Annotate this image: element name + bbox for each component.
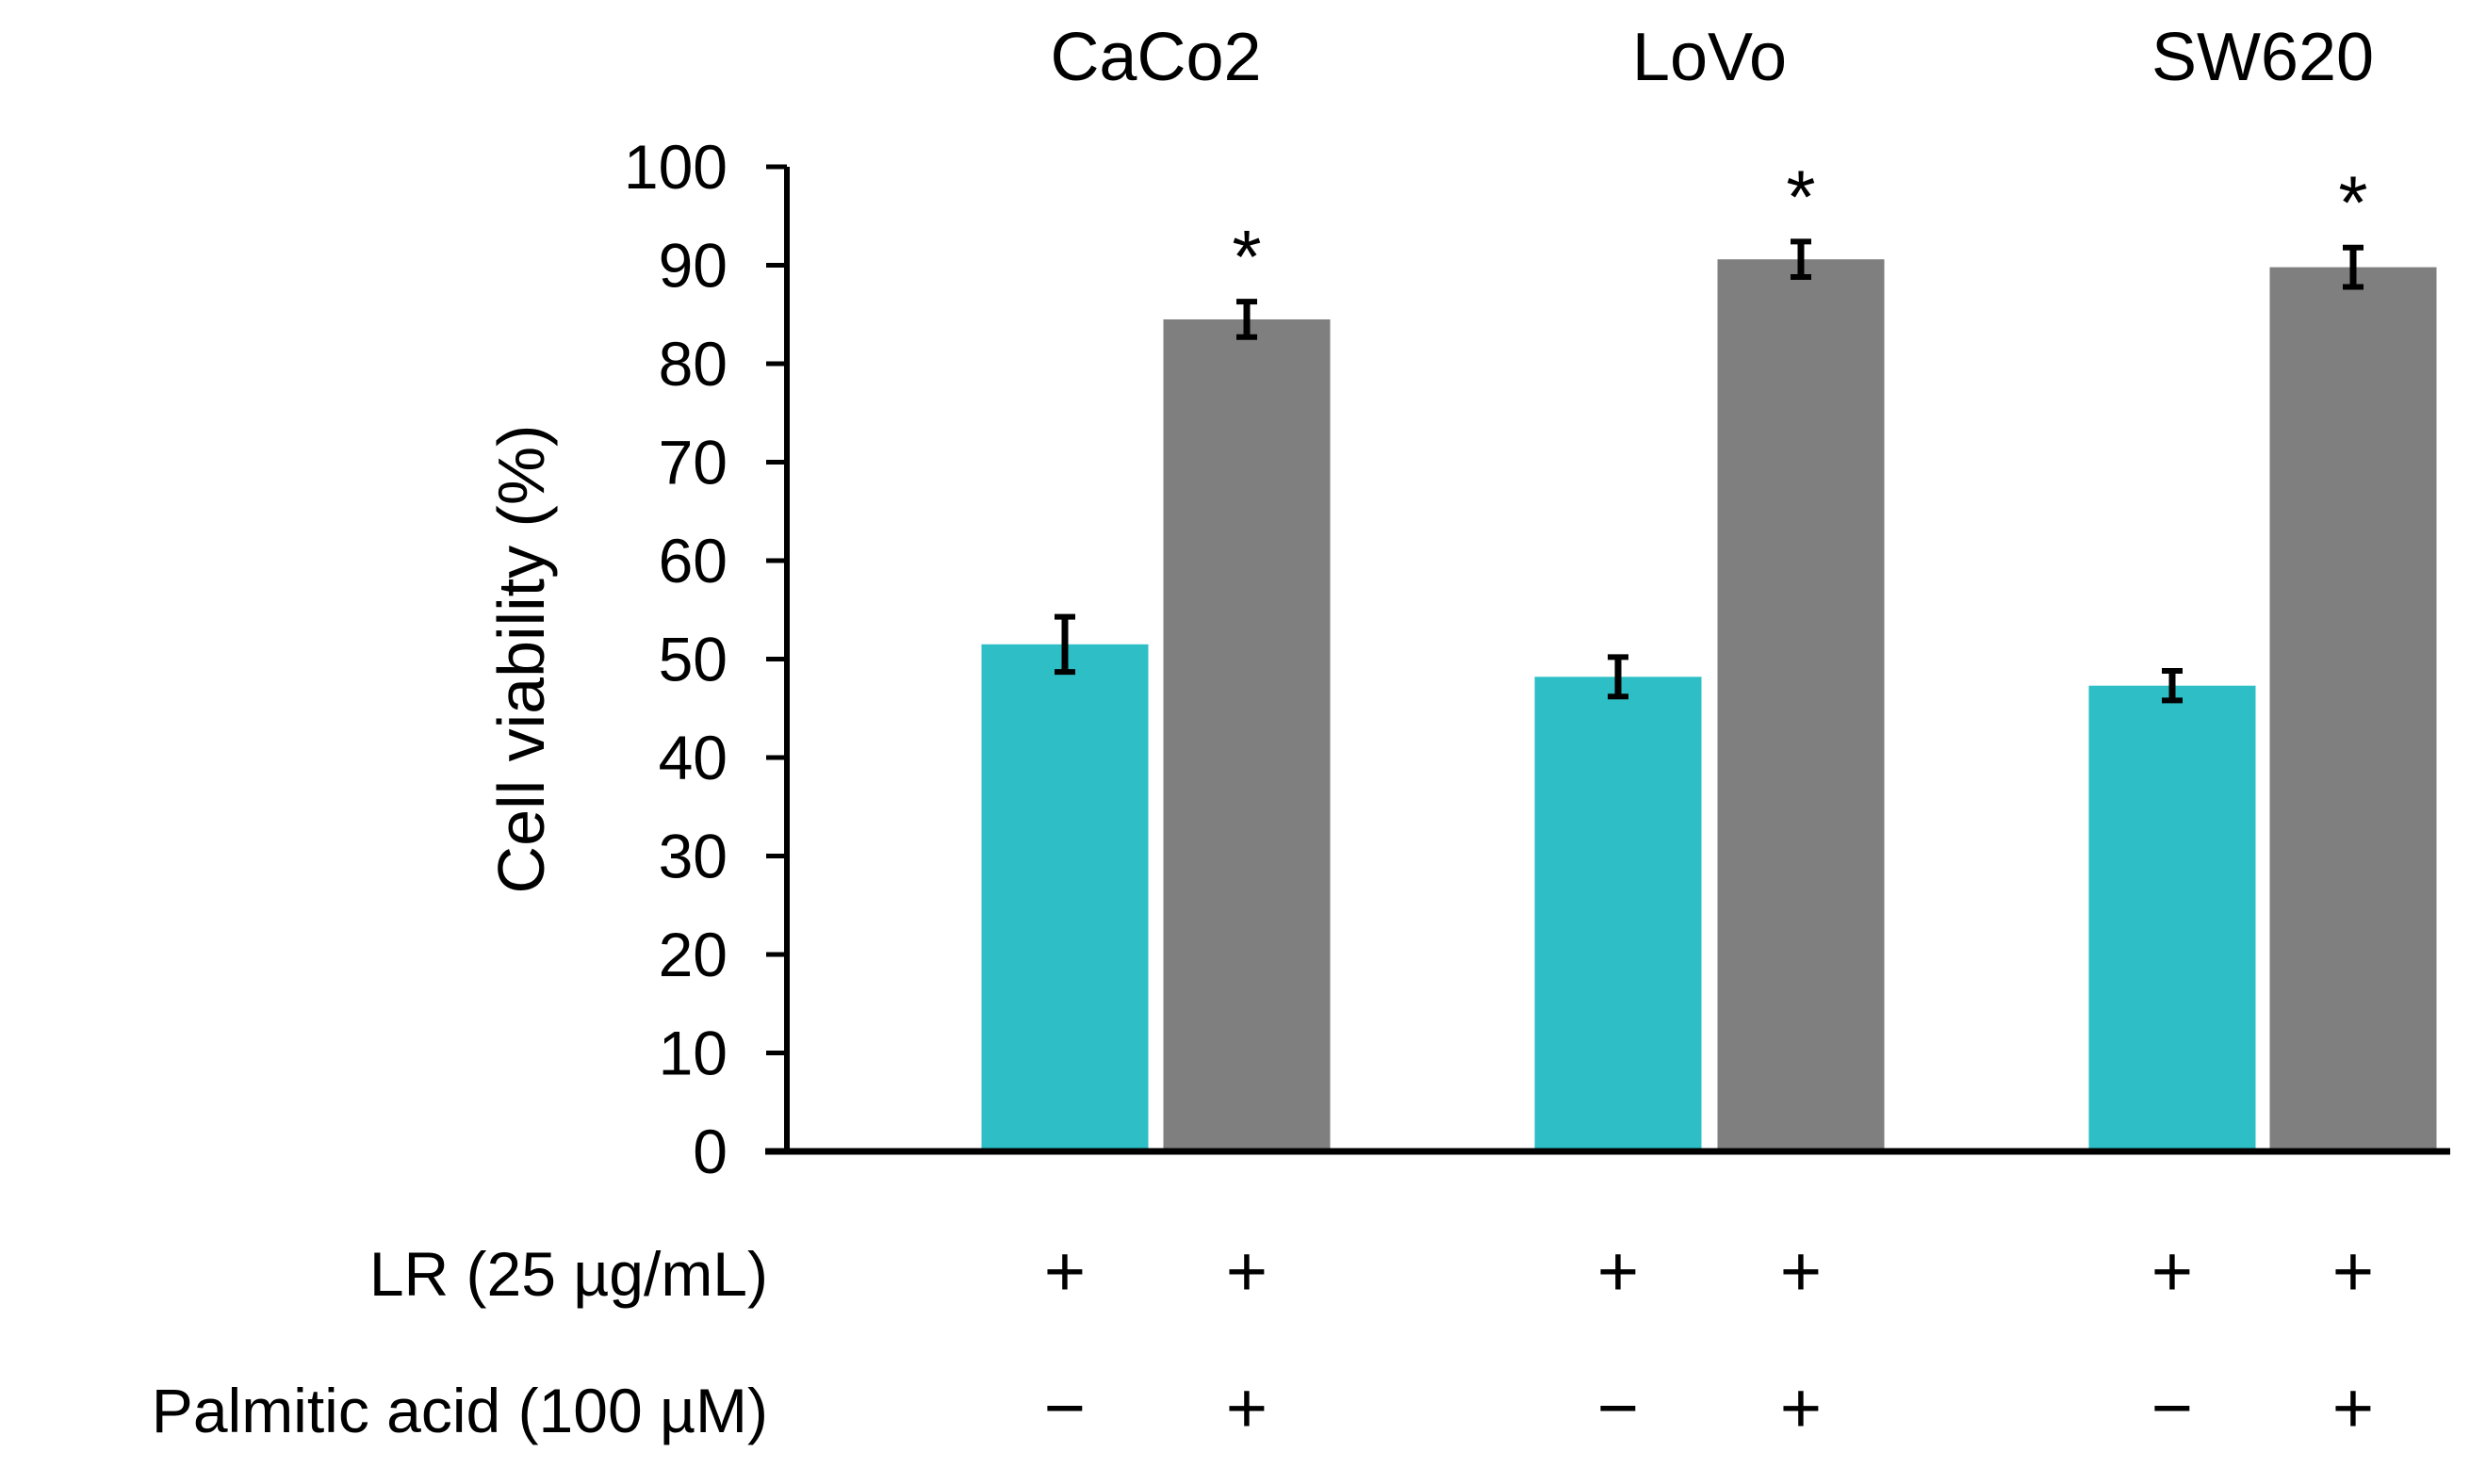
bar-caco2-series-1 (981, 644, 1149, 1151)
y-axis-title: Cell viability (%) (484, 425, 558, 894)
condition-label-palmitic-acid: Palmitic acid (100 µM) (152, 1376, 768, 1445)
y-tick-label-40: 40 (659, 723, 728, 792)
condition-sign-lr-4: + (1780, 1231, 1822, 1312)
significance-marker-lovo: * (1786, 155, 1815, 238)
y-tick-label-10: 10 (659, 1019, 728, 1088)
y-tick-label-50: 50 (659, 625, 728, 694)
condition-sign-palmitic-acid-3: − (1597, 1368, 1639, 1448)
y-tick-label-20: 20 (659, 920, 728, 989)
bar-caco2-series-2 (1163, 318, 1331, 1152)
labels-layer: * CaCo2 * LoVo * SW620 Cell viability (%) LR (2… (152, 20, 2374, 1448)
y-tick-label-90: 90 (659, 231, 728, 301)
group-label-caco2: CaCo2 (1050, 20, 1261, 95)
y-tick-label-60: 60 (659, 526, 728, 595)
bar-lovo-series-1 (1534, 677, 1702, 1151)
condition-sign-lr-5: + (2151, 1231, 2193, 1312)
bar-sw620-series-1 (2088, 685, 2256, 1151)
y-tick-label-80: 80 (659, 329, 728, 399)
condition-sign-palmitic-acid-6: + (2332, 1368, 2374, 1448)
group-label-sw620: SW620 (2151, 20, 2374, 95)
y-tick-label-0: 0 (693, 1117, 728, 1186)
y-tick-label-100: 100 (624, 132, 728, 202)
condition-sign-lr-6: + (2332, 1231, 2374, 1312)
bar-lovo-series-2 (1717, 259, 1885, 1152)
group-label-lovo: LoVo (1632, 20, 1787, 95)
axes-layer: 0 10 20 30 40 50 60 70 80 90 100 (624, 132, 2450, 1186)
condition-sign-lr-2: + (1226, 1231, 1268, 1312)
condition-label-lr: LR (25 µg/mL) (369, 1239, 768, 1309)
condition-sign-palmitic-acid-4: + (1780, 1368, 1822, 1448)
significance-marker-caco2: * (1232, 215, 1261, 299)
condition-sign-palmitic-acid-1: − (1044, 1368, 1086, 1448)
condition-sign-lr-1: + (1044, 1231, 1086, 1312)
y-tick-label-30: 30 (659, 822, 728, 891)
significance-marker-sw620: * (2338, 161, 2367, 245)
condition-sign-palmitic-acid-5: − (2151, 1368, 2193, 1448)
bar-sw620-series-2 (2269, 267, 2437, 1152)
y-tick-label-70: 70 (659, 428, 728, 497)
condition-sign-palmitic-acid-2: + (1226, 1368, 1268, 1448)
bars-layer (981, 238, 2437, 1152)
condition-sign-lr-3: + (1597, 1231, 1639, 1312)
